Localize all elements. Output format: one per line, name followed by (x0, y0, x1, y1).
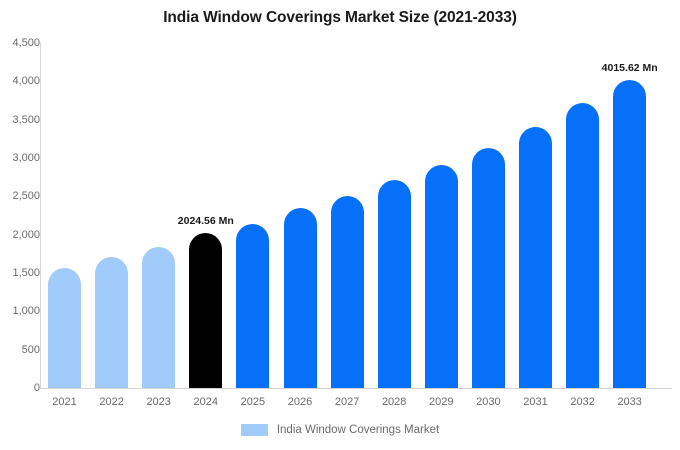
bar-2031[interactable] (519, 127, 552, 388)
bar-2025[interactable] (236, 224, 270, 388)
bar-2023[interactable] (142, 246, 176, 388)
y-axis-tick-label: 3,500 (12, 113, 40, 126)
bar-2027[interactable] (330, 196, 364, 388)
bar-2029[interactable] (424, 164, 458, 388)
bar-2033[interactable] (613, 80, 647, 388)
x-axis-tick-label-2022: 2022 (99, 396, 124, 408)
y-axis-tick-label: 4,500 (12, 37, 40, 49)
bar-2028[interactable] (377, 180, 411, 388)
y-axis-tick-label: 4,000 (12, 75, 40, 88)
bar-2030[interactable] (471, 148, 505, 388)
bar-2024[interactable] (189, 232, 223, 388)
x-axis-tick-label-2032: 2032 (570, 396, 595, 408)
x-axis-tick-label-2028: 2028 (381, 396, 407, 408)
bar-2026[interactable] (283, 207, 317, 388)
x-axis-tick-label-2026: 2026 (287, 396, 313, 408)
y-axis-tick-label: 2,000 (12, 228, 40, 241)
bar-2032[interactable] (566, 103, 600, 388)
legend-color-swatch-india-window-coverings-market (240, 424, 268, 436)
x-axis-tick-label-2023: 2023 (146, 396, 171, 408)
x-axis-tick-label-2031: 2031 (523, 396, 548, 408)
legend: India Window Coverings Market (0, 424, 680, 436)
x-axis-tick-label-2027: 2027 (334, 396, 360, 408)
x-axis-tick-label-2033: 2033 (617, 396, 642, 408)
bar-2021[interactable] (48, 268, 81, 388)
x-axis-tick-label-2030: 2030 (476, 396, 501, 408)
y-axis-tick-label: 500 (21, 343, 40, 356)
x-axis-tick-label-2024: 2024 (193, 396, 219, 408)
y-axis-line (40, 43, 41, 388)
x-axis-tick-label-2021: 2021 (52, 396, 77, 408)
chart-title: India Window Coverings Market Size (2021… (163, 9, 517, 26)
bar-2022[interactable] (95, 257, 129, 388)
y-axis-tick-label: 1,000 (12, 305, 40, 318)
y-axis-tick-label: 2,500 (12, 190, 40, 203)
x-axis-tick-label-2025: 2025 (240, 396, 266, 408)
x-axis-tick-label-2029: 2029 (429, 396, 454, 408)
legend-label-india-window-coverings-market: India Window Coverings Market (276, 424, 440, 436)
bar-value-label-2024: 2024.56 Mn (177, 214, 234, 227)
y-axis-tick-label: 1,500 (12, 267, 40, 279)
bar-value-label-2033: 4015.62 Mn (601, 62, 658, 75)
y-axis-tick-label: 3,000 (12, 152, 40, 164)
y-axis-tick-label: 0 (33, 382, 40, 394)
x-axis-line (40, 388, 672, 389)
